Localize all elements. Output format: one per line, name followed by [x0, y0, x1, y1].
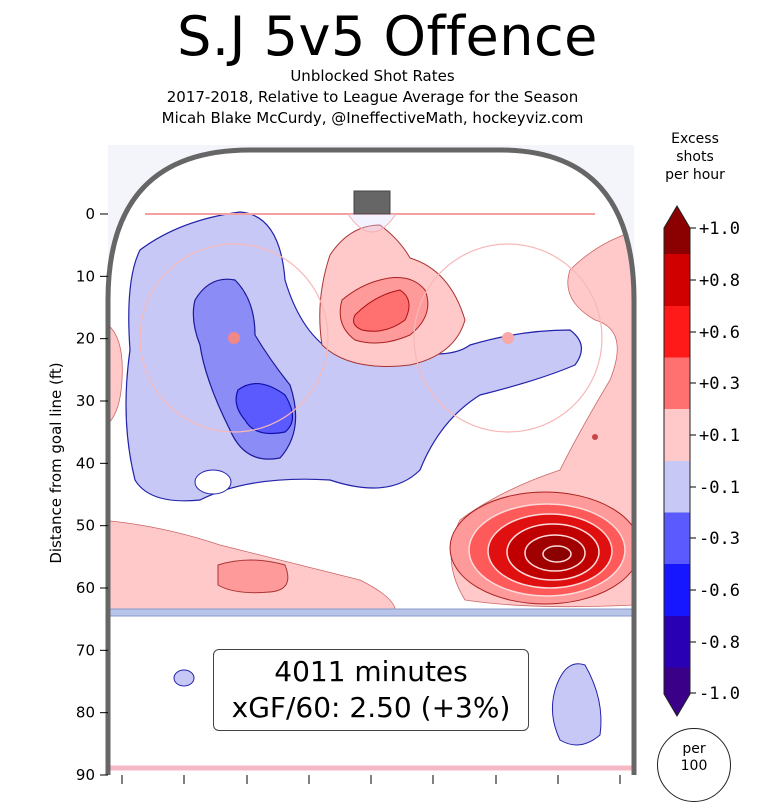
colorbar-label: +0.1 [699, 426, 740, 446]
colorbar-segment [664, 461, 690, 513]
colorbar-label: -1.0 [699, 684, 740, 704]
colorbar-title-line-2: shots [676, 149, 714, 165]
y-tick-label: 0 [85, 205, 95, 223]
colorbar-segment [664, 409, 690, 461]
colorbar-title: Excess shots per hour [655, 130, 735, 184]
region-negative-bottom-right [551, 663, 602, 746]
per-badge-line-2: 100 [680, 758, 708, 774]
y-tick-label: 30 [76, 392, 95, 410]
region-hot-core [542, 545, 572, 563]
colorbar-segment [664, 206, 690, 254]
chart-subtitle-metric: Unblocked Shot Rates [290, 67, 455, 85]
small-spot-right [592, 434, 598, 440]
region-hole [194, 469, 232, 495]
colorbar-segment [664, 564, 690, 616]
y-tick-label: 90 [76, 766, 95, 784]
faceoff-dot-right [502, 332, 514, 344]
colorbar-segment [664, 616, 690, 668]
colorbar-outline [663, 205, 691, 717]
goal-crease [347, 213, 397, 233]
colorbar-segment [664, 306, 690, 358]
y-tick-label: 80 [76, 704, 95, 722]
y-tick-label: 20 [76, 330, 95, 348]
faceoff-circle-left [139, 243, 329, 433]
colorbar-segment [664, 357, 690, 409]
colorbar-label: -0.1 [699, 478, 740, 498]
colorbar-label: -0.8 [699, 633, 740, 653]
colorbar-label: +0.8 [699, 271, 740, 291]
heatmap-chart: Distance from goal line (ft) 0 10 20 30 40 50… [47, 145, 740, 784]
chart-subtitle-credit: Micah Blake McCurdy, @IneffectiveMath, h… [161, 109, 584, 127]
y-tick-label: 50 [76, 517, 95, 535]
goal-net [353, 190, 391, 215]
chart-title: S.J 5v5 Offence [177, 5, 598, 68]
y-tick-label: 60 [76, 579, 95, 597]
y-tick-label: 40 [76, 454, 95, 472]
faceoff-circle-right [413, 243, 603, 433]
colorbar-segment [664, 512, 690, 564]
stats-box: 4011 minutes xGF/60: 2.50 (+3%) [213, 649, 529, 731]
colorbar-segment [664, 254, 690, 306]
colorbar-segment [664, 667, 690, 716]
colorbar-label: +1.0 [699, 219, 740, 239]
colorbar-title-line-1: Excess [671, 131, 719, 147]
region-positive-left-spot [217, 559, 289, 594]
region-positive-left-wall [108, 319, 123, 431]
y-axis-label: Distance from goal line (ft) [47, 362, 65, 563]
faceoff-dot-left [228, 332, 240, 344]
colorbar-label: +0.3 [699, 374, 740, 394]
region-positive-slot-core [353, 289, 410, 332]
per-badge: per 100 [657, 728, 731, 802]
y-tick-label: 70 [76, 641, 95, 659]
blue-line [107, 608, 635, 617]
stats-minutes: 4011 minutes [274, 655, 468, 688]
per-badge-line-1: per [682, 741, 706, 757]
region-negative-bottom-left [173, 669, 195, 687]
rink-boards [105, 147, 637, 775]
stats-xgf: xGF/60: 2.50 (+3%) [231, 691, 511, 724]
colorbar-label: +0.6 [699, 323, 740, 343]
chart-subtitle-season: 2017-2018, Relative to League Average fo… [166, 88, 579, 106]
colorbar-label: -0.3 [699, 529, 740, 549]
colorbar-title-line-3: per hour [665, 167, 725, 183]
colorbar-label: -0.6 [699, 581, 740, 601]
y-tick-label: 10 [76, 267, 95, 285]
